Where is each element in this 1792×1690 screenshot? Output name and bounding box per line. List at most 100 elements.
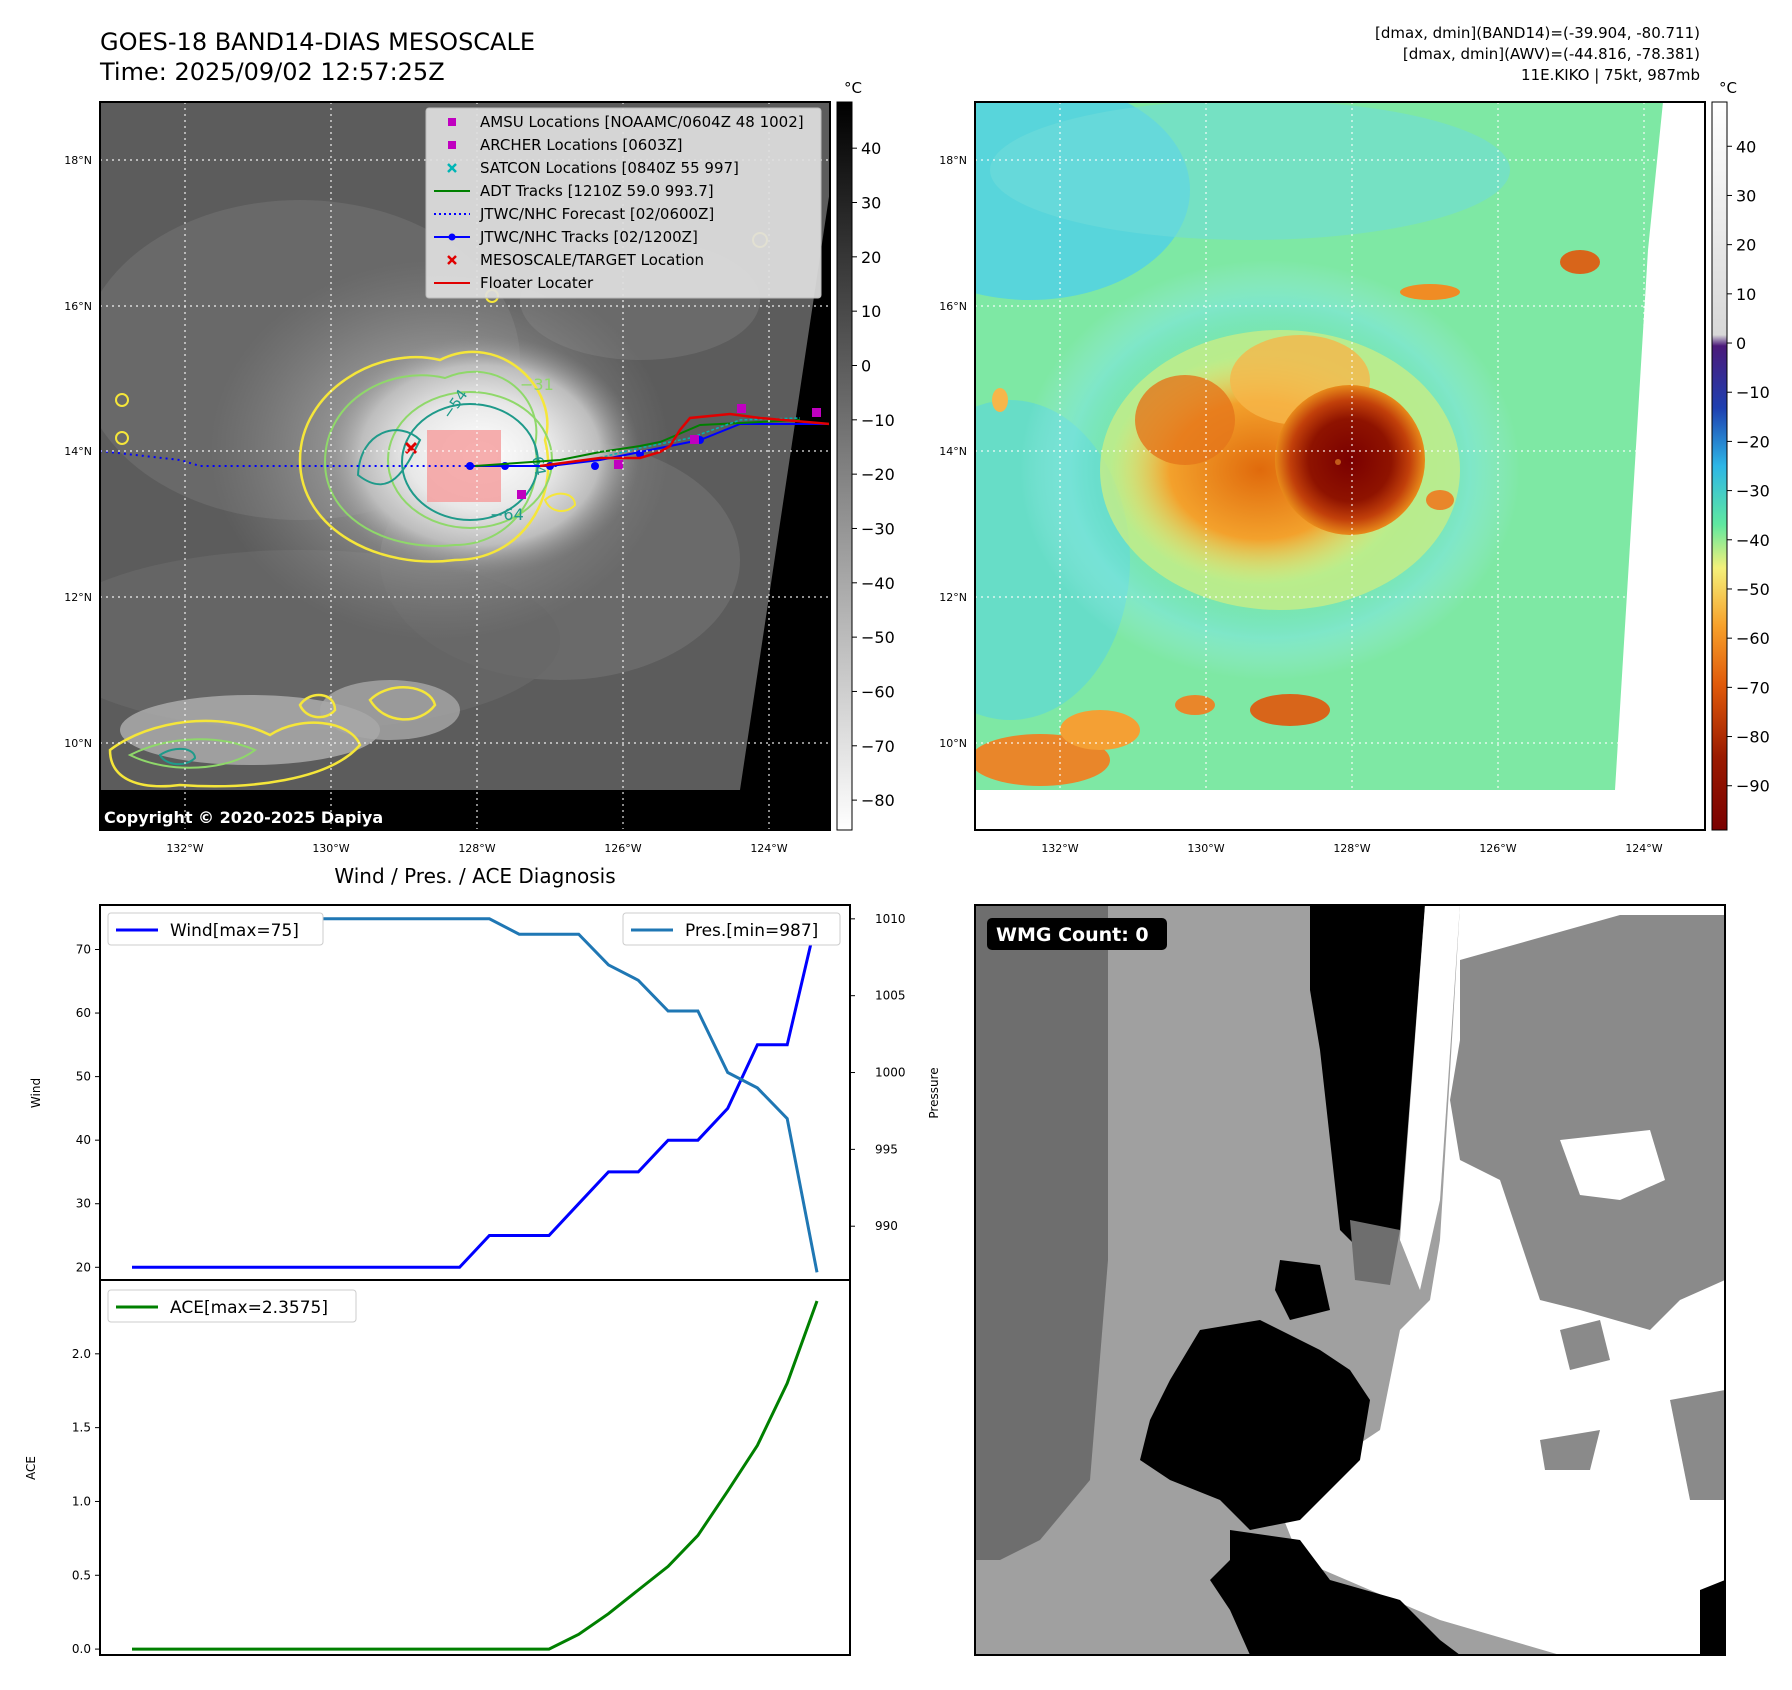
- wmg-mid-gray-region: [1450, 915, 1725, 1330]
- axis-tick-label: 30: [76, 1197, 91, 1211]
- color-lat-label: 18°N: [939, 154, 967, 167]
- ir-legend: AMSU Locations [NOAAMC/0604Z 48 1002] ARC…: [425, 107, 822, 299]
- colorbar-tick-label: −50: [861, 628, 895, 647]
- wmg-count-label: WMG Count: 0: [996, 924, 1149, 946]
- legend-entry: JTWC/NHC Forecast [02/0600Z]: [434, 205, 714, 223]
- color-lon-label: 132°W: [1041, 842, 1078, 855]
- colorbar-tick-label: −80: [1736, 728, 1770, 747]
- ir-map-frame: [99, 101, 831, 831]
- pressure-legend-label: Pres.[min=987]: [685, 921, 818, 941]
- copyright-text: Copyright © 2020-2025 Dapiya: [104, 808, 383, 827]
- wmg-panel: WMG Count: 0: [974, 904, 1726, 1656]
- ir-colorbar: °C 40 30 20 10 0 −10 −20 −30 −40 −50 −60 −70 −80: [836, 79, 895, 831]
- legend-marker-square: [448, 141, 456, 149]
- ace-series-line: [132, 1300, 819, 1651]
- ir-lon-label: 132°W: [166, 842, 203, 855]
- legend-marker-square: [448, 118, 456, 126]
- colorbar-tick-label: −30: [861, 519, 895, 538]
- colorbar-tick-label: 20: [861, 248, 881, 267]
- wmg-frame: [974, 904, 1726, 1656]
- axis-tick-label: 50: [76, 1070, 91, 1084]
- ir-lon-labels: 132°W 130°W 128°W 126°W 124°W: [166, 842, 787, 855]
- ace-chart: 0.0 0.5 1.0 1.5 2.0 ACE ACE[max=2.3575]: [24, 1279, 851, 1656]
- info-storm-summary: 11E.KIKO | 75kt, 987mb: [1521, 66, 1700, 84]
- figure-timestamp: Time: 2025/09/02 12:57:25Z: [99, 58, 445, 86]
- wmg-count-badge: [987, 918, 1167, 950]
- contour-label-1: −31: [520, 375, 554, 394]
- color-lat-label: 16°N: [939, 300, 967, 313]
- axis-tick-label: 990: [875, 1219, 898, 1233]
- color-map-frame: [974, 101, 1706, 831]
- contour-label-3: −64: [490, 505, 524, 524]
- legend-label: ARCHER Locations [0603Z]: [480, 136, 683, 154]
- ace-plot-frame: [99, 1279, 851, 1656]
- colorbar-tick-label: 30: [861, 194, 881, 213]
- colorbar-tick-label: −40: [861, 574, 895, 593]
- color-lon-label: 130°W: [1187, 842, 1224, 855]
- floater-track: [539, 412, 830, 468]
- legend-label: SATCON Locations [0840Z 55 997]: [480, 159, 739, 177]
- pressure-legend: Pres.[min=987]: [622, 912, 841, 946]
- colorbar-tick-label: 30: [1736, 186, 1756, 205]
- axis-tick-label: 1.0: [72, 1494, 91, 1508]
- ace-axis-label: ACE: [24, 1456, 38, 1480]
- ir-lon-label: 124°W: [750, 842, 787, 855]
- pressure-axis-label: Pressure: [927, 1067, 941, 1118]
- ir-lat-label: 14°N: [64, 445, 92, 458]
- colorbar-tick-label: 40: [1736, 137, 1756, 156]
- figure-title: GOES-18 BAND14-DIAS MESOSCALE: [100, 28, 535, 56]
- ir-lon-label: 126°W: [604, 842, 641, 855]
- color-lon-label: 124°W: [1625, 842, 1662, 855]
- legend-entry: ARCHER Locations [0603Z]: [448, 136, 683, 154]
- wind-legend: Wind[max=75]: [107, 912, 324, 946]
- axis-tick-label: 1010: [875, 912, 906, 926]
- axis-tick-label: 995: [875, 1142, 898, 1156]
- colorbar-tick-label: 10: [861, 302, 881, 321]
- colorbar-tick-label: −10: [1736, 383, 1770, 402]
- ir-map-panel: −31 −54 −64 −64: [64, 79, 895, 855]
- color-colorbar: °C 40 30 20 10 0 −10 −20 −30 −40 −50 −60 −70 −80 −90: [1711, 79, 1770, 831]
- axis-tick-label: 20: [76, 1260, 91, 1274]
- wind-plot-frame: [99, 904, 851, 1281]
- colorbar-tick-label: 0: [861, 356, 871, 375]
- diagnosis-title: Wind / Pres. / ACE Diagnosis: [334, 864, 615, 888]
- colorbar-tick-label: −60: [1736, 629, 1770, 648]
- axis-tick-label: 0.5: [72, 1568, 91, 1582]
- legend-label: Floater Locater: [480, 274, 594, 292]
- colorbar-tick-label: −60: [861, 682, 895, 701]
- colorbar-tick-label: −40: [1736, 531, 1770, 550]
- colorbar-tick-label: −90: [1736, 777, 1770, 796]
- wind-axis-label: Wind: [29, 1078, 43, 1108]
- axis-tick-label: 1.5: [72, 1421, 91, 1435]
- legend-label: ADT Tracks [1210Z 59.0 993.7]: [480, 182, 714, 200]
- colorbar-tick-label: −70: [861, 737, 895, 756]
- wmg-dark-gray-region: [975, 905, 1108, 1560]
- colorbar-tick-label: 0: [1736, 334, 1746, 353]
- wmg-black-region-bottom: [1210, 1530, 1460, 1655]
- colorbar-tick-label: 10: [1736, 285, 1756, 304]
- amsu-marker: [517, 490, 526, 499]
- legend-marker-x: [447, 255, 457, 265]
- ace-legend: ACE[max=2.3575]: [107, 1289, 357, 1323]
- info-awv-range: [dmax, dmin](AWV)=(-44.816, -78.381): [1403, 45, 1700, 63]
- color-colorbar-unit: °C: [1719, 79, 1737, 97]
- legend-entry: MESOSCALE/TARGET Location: [447, 251, 704, 269]
- legend-label: MESOSCALE/TARGET Location: [480, 251, 704, 269]
- axis-tick-label: 40: [76, 1133, 91, 1147]
- ir-lat-label: 10°N: [64, 737, 92, 750]
- axis-tick-label: 2.0: [72, 1347, 91, 1361]
- color-lon-label: 128°W: [1333, 842, 1370, 855]
- legend-marker-x: [447, 163, 457, 173]
- axis-tick-label: 0.0: [72, 1642, 91, 1656]
- colorbar-tick-label: −70: [1736, 678, 1770, 697]
- color-gridlines: [975, 102, 1705, 830]
- colorbar-tick-label: −50: [1736, 580, 1770, 599]
- colorbar-tick-label: −20: [1736, 432, 1770, 451]
- ir-lon-label: 130°W: [312, 842, 349, 855]
- color-lat-labels: 18°N 16°N 14°N 12°N 10°N: [939, 154, 967, 750]
- colorbar-tick-label: 40: [861, 139, 881, 158]
- archer-marker: [690, 435, 699, 444]
- ir-lat-label: 16°N: [64, 300, 92, 313]
- color-lon-labels: 132°W 130°W 128°W 126°W 124°W: [1041, 842, 1662, 855]
